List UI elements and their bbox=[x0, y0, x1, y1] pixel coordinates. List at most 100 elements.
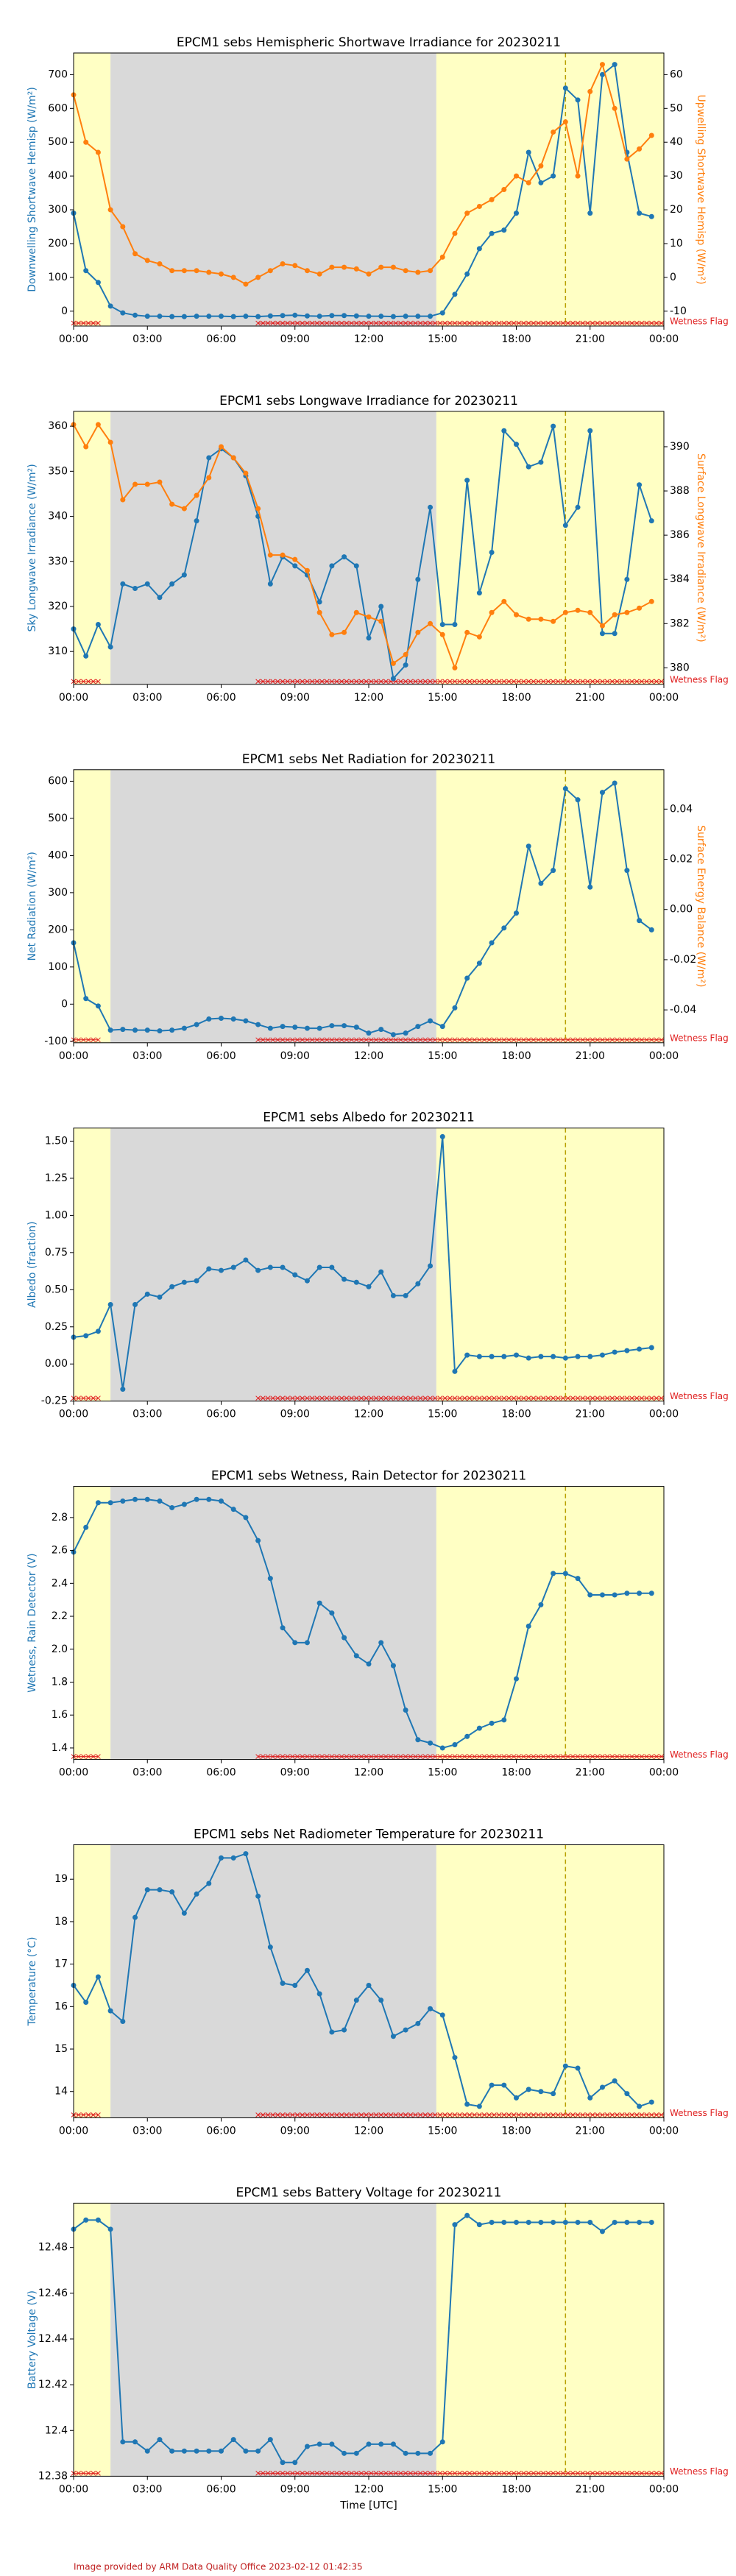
point bbox=[181, 1025, 187, 1031]
flag-label: Wetness Flag bbox=[670, 674, 729, 684]
point bbox=[243, 470, 249, 476]
point bbox=[83, 2000, 89, 2006]
flag-mark bbox=[329, 2112, 335, 2117]
flag-mark bbox=[339, 1037, 344, 1043]
y-tick-label: 200 bbox=[48, 238, 68, 250]
y2-tick-label: 50 bbox=[670, 102, 683, 114]
point bbox=[132, 585, 138, 591]
flag-mark bbox=[575, 2112, 581, 2117]
point bbox=[304, 268, 310, 274]
point bbox=[206, 1016, 212, 1022]
x-tick-label: 12:00 bbox=[354, 692, 383, 704]
flag-mark bbox=[492, 320, 497, 326]
point bbox=[329, 1264, 335, 1270]
point bbox=[219, 1498, 224, 1504]
point bbox=[366, 2441, 372, 2447]
flag-mark bbox=[501, 1037, 507, 1043]
flag-mark bbox=[329, 320, 335, 326]
y2-tick-label: 30 bbox=[670, 170, 683, 182]
flag-mark bbox=[565, 1037, 571, 1043]
flag-mark bbox=[285, 1395, 291, 1401]
flag-mark bbox=[511, 1037, 517, 1043]
y2-axis-label: Surface Energy Balance (W/m²) bbox=[695, 825, 707, 987]
shade-band bbox=[436, 1486, 664, 1760]
flag-mark bbox=[96, 679, 101, 684]
flag-mark bbox=[595, 2471, 601, 2476]
flag-label: Wetness Flag bbox=[670, 2108, 729, 2118]
point bbox=[230, 455, 236, 461]
point bbox=[526, 1355, 531, 1361]
point bbox=[255, 506, 261, 512]
point bbox=[489, 550, 495, 556]
flag-mark bbox=[280, 679, 286, 684]
flag-mark bbox=[467, 1754, 473, 1759]
point bbox=[526, 843, 531, 849]
flag-mark bbox=[368, 2471, 374, 2476]
flag-mark bbox=[398, 320, 403, 326]
flag-mark bbox=[300, 2471, 305, 2476]
x-tick-label: 18:00 bbox=[501, 1409, 531, 1420]
point bbox=[353, 1025, 359, 1030]
flag-mark bbox=[334, 679, 339, 684]
point bbox=[489, 1354, 495, 1359]
point bbox=[144, 1496, 150, 1502]
point bbox=[403, 1292, 408, 1298]
flag-mark bbox=[501, 1754, 507, 1759]
flag-label: Wetness Flag bbox=[670, 1749, 729, 1760]
flag-mark bbox=[634, 2471, 640, 2476]
x-tick-label: 21:00 bbox=[576, 692, 605, 704]
flag-mark bbox=[521, 1395, 526, 1401]
flag-mark bbox=[294, 1395, 300, 1401]
y2-tick-label: -0.04 bbox=[670, 1004, 696, 1016]
flag-mark bbox=[629, 320, 634, 326]
flag-mark bbox=[545, 679, 551, 684]
point bbox=[575, 97, 581, 103]
flag-mark bbox=[413, 1395, 418, 1401]
point bbox=[428, 620, 434, 626]
flag-mark bbox=[521, 2471, 526, 2476]
flag-mark bbox=[388, 1037, 394, 1043]
flag-mark bbox=[285, 679, 291, 684]
flag-mark bbox=[368, 1395, 374, 1401]
point bbox=[624, 2091, 630, 2097]
y-tick-label: 400 bbox=[48, 849, 68, 861]
flag-mark bbox=[600, 320, 605, 326]
y-tick-label: 340 bbox=[48, 511, 68, 523]
point bbox=[267, 313, 273, 319]
shade-band bbox=[74, 769, 111, 1043]
point bbox=[428, 314, 434, 319]
point bbox=[514, 442, 519, 447]
flag-mark bbox=[477, 2112, 482, 2117]
flag-mark bbox=[314, 679, 320, 684]
y2-tick-label: 60 bbox=[670, 68, 683, 80]
flag-mark bbox=[383, 1395, 389, 1401]
point bbox=[157, 314, 163, 319]
flag-mark bbox=[501, 2112, 507, 2117]
flag-mark bbox=[417, 1395, 423, 1401]
point bbox=[562, 523, 568, 528]
flag-mark bbox=[364, 679, 369, 684]
flag-mark bbox=[81, 1037, 86, 1043]
point bbox=[157, 1498, 163, 1504]
flag-mark bbox=[604, 1754, 610, 1759]
point bbox=[132, 1496, 138, 1502]
point bbox=[415, 629, 421, 635]
flag-mark bbox=[570, 2112, 576, 2117]
flag-mark bbox=[368, 679, 374, 684]
flag-mark bbox=[85, 2471, 91, 2476]
flag-mark bbox=[609, 679, 615, 684]
point bbox=[353, 313, 359, 319]
flag-mark bbox=[388, 2471, 394, 2476]
y-tick-label: 1.50 bbox=[45, 1135, 68, 1147]
flag-mark bbox=[398, 2471, 403, 2476]
point bbox=[353, 1998, 359, 2003]
flag-mark bbox=[81, 679, 86, 684]
flag-mark bbox=[600, 1395, 605, 1401]
point bbox=[624, 1348, 630, 1354]
flag-mark bbox=[408, 679, 414, 684]
point bbox=[255, 1267, 261, 1273]
flag-mark bbox=[467, 2112, 473, 2117]
flag-mark bbox=[536, 2112, 541, 2117]
point bbox=[169, 1504, 175, 1510]
point bbox=[132, 1027, 138, 1033]
